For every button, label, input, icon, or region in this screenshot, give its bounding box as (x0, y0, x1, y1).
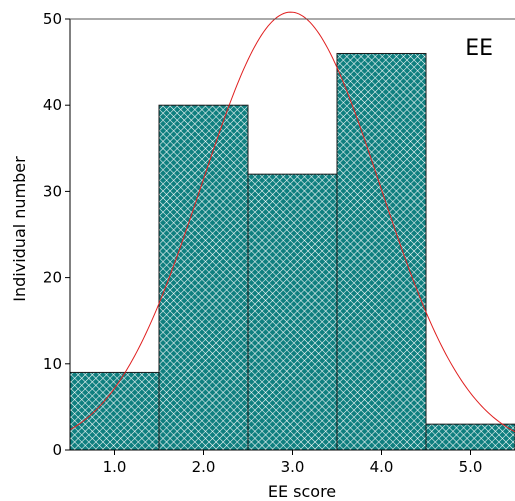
y-tick-label: 40 (43, 96, 62, 114)
histogram-bar (69, 371, 160, 451)
bar-crosshatch (426, 424, 515, 450)
x-tick-label: 1.0 (103, 458, 127, 476)
y-tick-label: 20 (43, 269, 62, 287)
x-axis-title: EE score (268, 482, 336, 501)
bar-crosshatch (159, 105, 248, 450)
panel-label: EE (465, 36, 493, 61)
y-axis-title: Individual number (10, 156, 29, 302)
histogram-bar (425, 423, 515, 451)
histogram-bar (336, 52, 427, 451)
y-tick-label: 30 (43, 182, 62, 200)
bar-crosshatch (70, 372, 159, 450)
y-tick-label: 0 (52, 441, 62, 459)
y-tick-label: 10 (43, 355, 62, 373)
x-tick-label: 3.0 (281, 458, 305, 476)
ticks-layer: 0 10 20 30 40 50 1.0 2.0 3.0 4.0 5.0 (43, 10, 483, 476)
histogram-bar (158, 104, 249, 451)
bars-layer (69, 52, 515, 451)
curve-layer (69, 11, 515, 433)
normal-curve (69, 11, 515, 433)
histogram-bar (247, 173, 338, 451)
x-tick-label: 4.0 (370, 458, 394, 476)
bar-crosshatch (337, 53, 426, 450)
x-tick-label: 2.0 (192, 458, 216, 476)
y-tick-label: 50 (43, 10, 62, 28)
bar-crosshatch (248, 174, 337, 450)
x-tick-label: 5.0 (459, 458, 483, 476)
